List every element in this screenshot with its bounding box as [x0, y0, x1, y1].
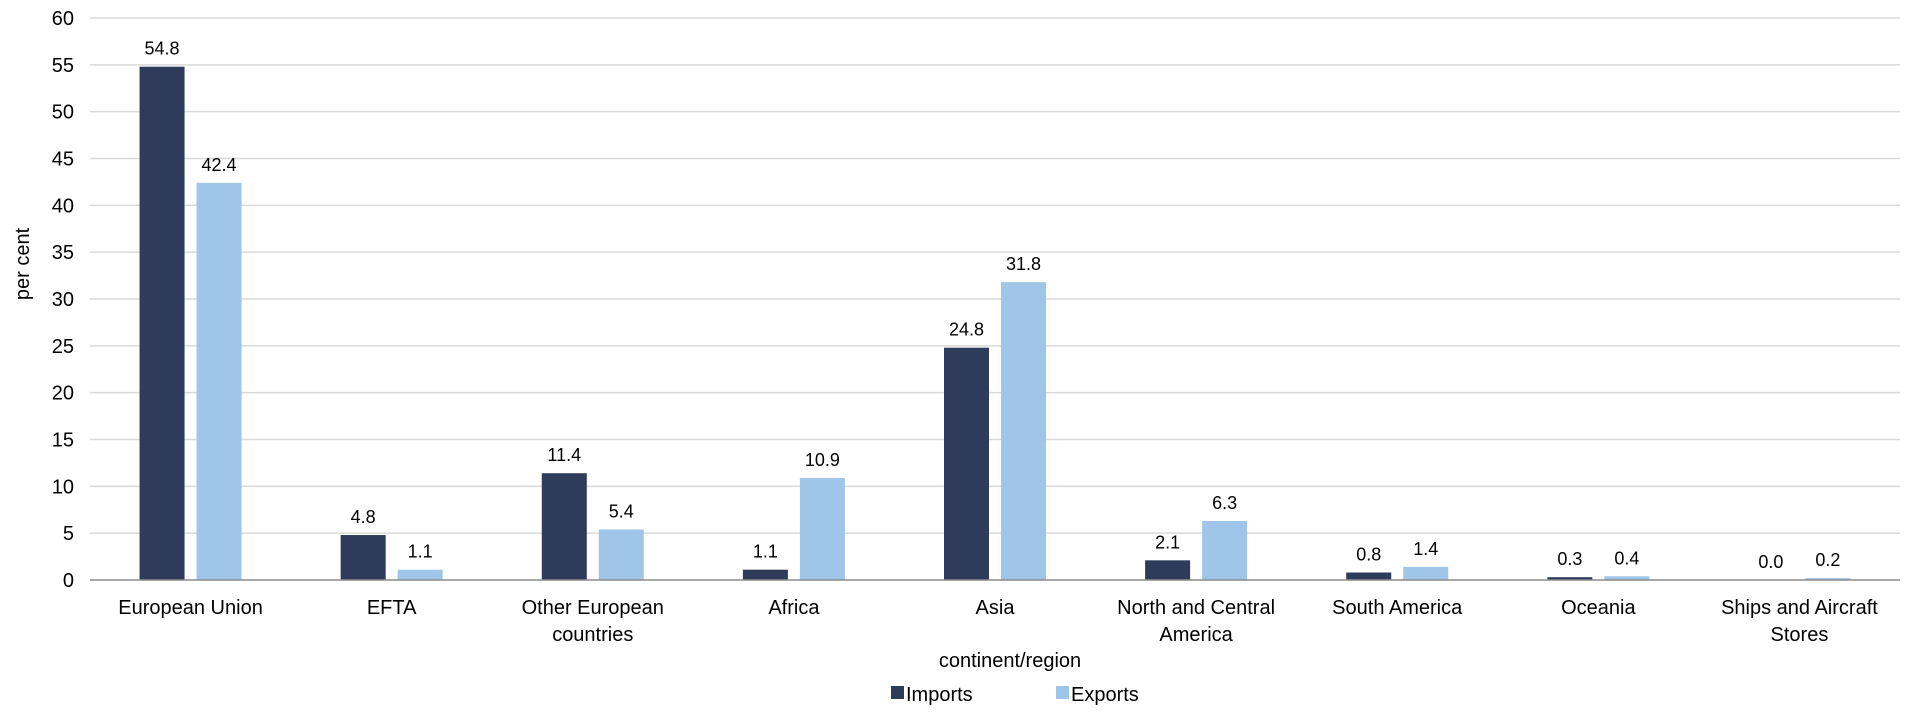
- data-label-exports: 1.4: [1413, 539, 1438, 559]
- data-label-imports: 0.3: [1557, 549, 1582, 569]
- bar-imports-5: [944, 347, 989, 580]
- x-category-label: European Union: [118, 597, 263, 619]
- bar-exports-4: [799, 477, 845, 580]
- x-category-label: Asia: [976, 597, 1016, 619]
- y-tick-label: 55: [52, 55, 74, 77]
- data-label-exports: 31.8: [1006, 254, 1041, 274]
- data-label-exports: 6.3: [1212, 493, 1237, 513]
- data-label-imports: 0.8: [1356, 545, 1381, 565]
- data-label-imports: 1.1: [753, 542, 778, 562]
- gridlines: [90, 17, 1900, 534]
- x-category-label: North and Central: [1117, 597, 1275, 619]
- legend-label-exports: Exports: [1071, 684, 1139, 706]
- x-category-label: Stores: [1771, 624, 1829, 646]
- bar-exports-3: [598, 529, 644, 580]
- data-labels: 54.8 42.4 4.8 1.1 11.4 5.4 1.1 10.9 24.8 31.8 2.1 6…: [145, 39, 1841, 572]
- bar-imports-2: [340, 535, 386, 580]
- x-category-label: EFTA: [367, 597, 417, 619]
- bar-imports-6: [1145, 560, 1191, 580]
- bar-imports-1: [139, 66, 185, 580]
- x-category-label: South America: [1332, 597, 1463, 619]
- data-label-exports: 10.9: [805, 450, 840, 470]
- legend: Imports Exports: [891, 684, 1139, 706]
- data-label-exports: 0.2: [1815, 550, 1840, 570]
- y-tick-label: 45: [52, 149, 74, 171]
- y-tick-label: 30: [52, 289, 74, 311]
- data-label-exports: 0.4: [1614, 548, 1639, 568]
- legend-swatch-imports: [891, 686, 904, 699]
- bar-exports-1: [196, 182, 242, 580]
- y-tick-label: 50: [52, 102, 74, 124]
- data-label-exports: 42.4: [202, 155, 237, 175]
- bar-imports-3: [541, 473, 587, 580]
- x-category-label: Oceania: [1561, 597, 1636, 619]
- y-axis-ticks: 0 5 10 15 20 25 30 35 40 45 50 55 60: [52, 8, 74, 592]
- bar-imports-7: [1346, 572, 1392, 580]
- x-category-label: countries: [552, 624, 633, 646]
- bar-exports-2: [397, 569, 443, 580]
- data-label-exports: 1.1: [408, 542, 433, 562]
- legend-label-imports: Imports: [906, 684, 973, 706]
- x-category-label: Other European: [522, 597, 664, 619]
- bar-exports-7: [1403, 566, 1449, 580]
- data-label-imports: 11.4: [547, 445, 581, 465]
- bar-exports-6: [1202, 520, 1248, 580]
- x-category-label: America: [1159, 624, 1233, 646]
- y-tick-label: 25: [52, 336, 74, 358]
- bar-imports-8: [1547, 577, 1593, 580]
- bar-exports-9: [1805, 578, 1851, 580]
- data-label-imports: 0.0: [1758, 552, 1783, 572]
- legend-swatch-exports: [1056, 686, 1069, 699]
- bar-imports-4: [742, 569, 788, 580]
- data-label-imports: 24.8: [949, 320, 984, 340]
- data-label-exports: 5.4: [609, 501, 634, 521]
- y-tick-label: 20: [52, 383, 74, 405]
- bar-exports-8: [1604, 576, 1650, 580]
- y-axis-label: per cent: [12, 227, 34, 300]
- y-tick-label: 5: [63, 523, 74, 545]
- data-label-imports: 2.1: [1155, 532, 1180, 552]
- y-tick-label: 10: [52, 476, 74, 498]
- bar-exports-5: [1001, 282, 1046, 580]
- y-tick-label: 60: [52, 8, 74, 30]
- bars: [139, 66, 1851, 580]
- y-tick-label: 40: [52, 195, 74, 217]
- data-label-imports: 4.8: [351, 507, 376, 527]
- x-axis-categories: European Union EFTA Other European countrie…: [118, 597, 1878, 646]
- x-axis-label: continent/region: [939, 650, 1081, 672]
- y-tick-label: 15: [52, 430, 74, 452]
- x-category-label: Africa: [768, 597, 820, 619]
- y-tick-label: 35: [52, 242, 74, 264]
- data-label-imports: 54.8: [145, 39, 180, 59]
- y-tick-label: 0: [63, 570, 74, 592]
- x-category-label: Ships and Aircraft: [1721, 597, 1878, 619]
